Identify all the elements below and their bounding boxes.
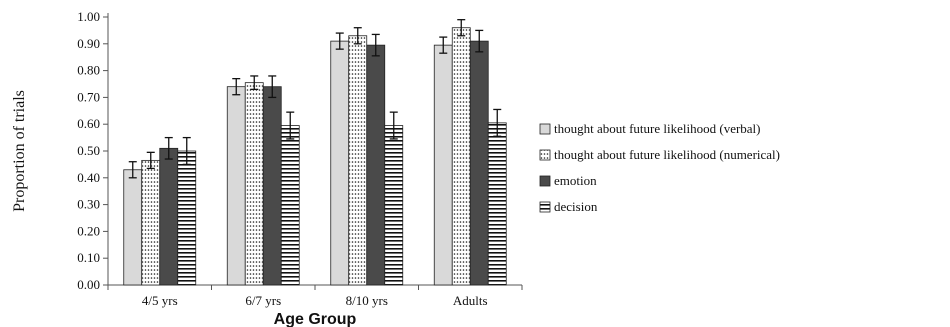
y-tick-label: 0.30 xyxy=(77,197,100,212)
bar-dotted xyxy=(141,159,161,286)
y-tick-label: 0.80 xyxy=(77,63,100,78)
bar-horizontal-stripes xyxy=(280,125,300,286)
bar-dark-gray xyxy=(366,44,386,286)
legend-swatch xyxy=(539,149,551,161)
legend: thought about future likelihood (verbal)… xyxy=(539,121,780,214)
bar-dark-gray xyxy=(262,86,282,286)
legend-label: thought about future likelihood (verbal) xyxy=(554,121,761,136)
bar-light-gray xyxy=(330,40,350,286)
bar-dotted xyxy=(348,35,368,286)
y-tick-label: 0.90 xyxy=(77,36,100,51)
bar-horizontal-stripes xyxy=(177,150,197,286)
bar-dotted xyxy=(244,82,264,286)
bar-light-gray xyxy=(433,44,453,286)
bar-light-gray xyxy=(123,169,143,286)
y-tick-label: 0.00 xyxy=(77,277,100,292)
y-axis-title: Proportion of trials xyxy=(11,90,28,212)
y-tick-label: 0.60 xyxy=(77,116,100,131)
x-tick-label: Adults xyxy=(453,293,488,308)
x-tick-label: 8/10 yrs xyxy=(346,293,388,308)
x-tick-label: 4/5 yrs xyxy=(142,293,178,308)
bar-dark-gray xyxy=(469,40,489,286)
legend-swatch xyxy=(539,175,551,187)
x-tick-label: 6/7 yrs xyxy=(245,293,281,308)
y-tick-label: 1.00 xyxy=(77,9,100,24)
bar-horizontal-stripes xyxy=(384,125,404,286)
legend-swatch xyxy=(539,123,551,135)
legend-label: thought about future likelihood (numeric… xyxy=(554,147,780,162)
bar-dark-gray xyxy=(159,147,179,286)
legend-swatch xyxy=(539,201,551,213)
y-tick-label: 0.20 xyxy=(77,223,100,238)
x-axis-title: Age Group xyxy=(274,311,357,327)
bar-dotted xyxy=(451,27,471,286)
legend-label: emotion xyxy=(554,173,597,188)
y-tick-label: 0.50 xyxy=(77,143,100,158)
legend-label: decision xyxy=(554,199,598,214)
y-tick-label: 0.10 xyxy=(77,250,100,265)
y-tick-label: 0.70 xyxy=(77,89,100,104)
plot-area: 0.00 0.10 0.20 0.30 0.40 0.50 0.60 0.70 0.80 0.90… xyxy=(11,9,523,327)
bar-light-gray xyxy=(226,86,246,286)
bar-horizontal-stripes xyxy=(487,122,507,286)
y-tick-label: 0.40 xyxy=(77,170,100,185)
